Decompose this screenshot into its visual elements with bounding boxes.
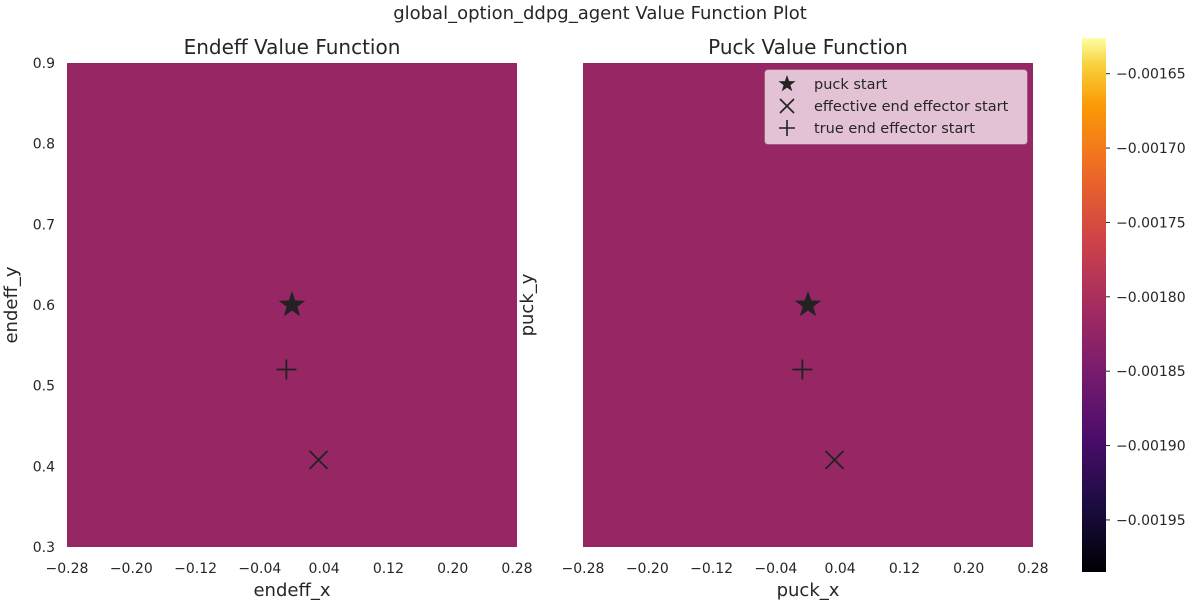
- effective-end-effector-start-marker: [824, 450, 845, 470]
- x-tick-label: −0.04: [754, 561, 797, 577]
- y-tick-label: 0.3: [33, 540, 55, 556]
- x-icon: [779, 98, 795, 114]
- colorbar-tick-label: −0.00190: [1116, 439, 1186, 455]
- x-tick-label: 0.12: [373, 561, 404, 577]
- x-tick-label: −0.12: [174, 561, 217, 577]
- panel-title: Puck Value Function: [708, 35, 908, 59]
- panel-2: Puck Value Function puck_x puck_y −0.28 −0.2…: [517, 35, 1049, 601]
- y-tick-label: 0.5: [33, 379, 55, 395]
- colorbar-tick-label: −0.00195: [1116, 513, 1186, 529]
- colorbar: −0.00165 −0.00170 −0.00175 −0.00180 −0.00185…: [1082, 38, 1186, 572]
- x-axis-label: endeff_x: [253, 580, 330, 600]
- figure-title: global_option_ddpg_agent Value Function …: [393, 3, 807, 24]
- x-tick-label: 0.28: [501, 561, 532, 577]
- panels: Endeff Value Function endeff_x endeff_y −0.…: [1, 35, 1049, 601]
- colorbar-gradient: [1082, 38, 1106, 572]
- x-axis-label: puck_x: [777, 580, 840, 600]
- y-axis-label: puck_y: [517, 273, 538, 336]
- x-tick-label: 0.20: [437, 561, 468, 577]
- star-icon: [778, 75, 796, 92]
- panel-title: Endeff Value Function: [184, 35, 401, 59]
- effective-end-effector-start-marker: [308, 450, 329, 470]
- legend-box: [764, 69, 1028, 145]
- x-tick-label: −0.28: [562, 561, 605, 577]
- x-tick-label: 0.04: [309, 561, 340, 577]
- legend: puck start effective end effector start tr…: [764, 69, 1028, 145]
- true-end-effector-start-marker: [276, 359, 297, 380]
- x-tick-label: 0.12: [889, 561, 920, 577]
- puck-start-marker: [794, 291, 822, 317]
- y-tick-label: 0.9: [33, 56, 55, 72]
- x-tick-label: 0.28: [1017, 561, 1048, 577]
- x-tick-label: −0.04: [238, 561, 281, 577]
- colorbar-tick-label: −0.00185: [1116, 364, 1186, 380]
- colorbar-tick-label: −0.00170: [1116, 141, 1186, 157]
- colorbar-tick-label: −0.00175: [1116, 215, 1186, 231]
- y-tick-label: 0.7: [33, 217, 55, 233]
- y-tick-label: 0.8: [33, 137, 55, 153]
- true-end-effector-start-marker: [792, 359, 813, 380]
- x-tick-label: −0.20: [626, 561, 669, 577]
- plus-icon: [779, 120, 795, 136]
- x-tick-label: 0.20: [953, 561, 984, 577]
- legend-label: effective end effector start: [814, 99, 1009, 115]
- x-tick-label: −0.28: [46, 561, 89, 577]
- y-axis-label: endeff_y: [1, 266, 22, 343]
- colorbar-tick-label: −0.00165: [1116, 67, 1186, 83]
- legend-label: true end effector start: [814, 121, 975, 137]
- y-tick-label: 0.4: [33, 459, 55, 475]
- panel-1: Endeff Value Function endeff_x endeff_y −0.…: [1, 35, 533, 601]
- y-tick-label: 0.6: [33, 298, 55, 314]
- x-tick-label: −0.12: [690, 561, 733, 577]
- x-tick-label: 0.04: [825, 561, 856, 577]
- colorbar-tick-label: −0.00180: [1116, 290, 1186, 306]
- legend-label: puck start: [814, 77, 887, 93]
- puck-start-marker: [278, 291, 306, 317]
- x-tick-label: −0.20: [110, 561, 153, 577]
